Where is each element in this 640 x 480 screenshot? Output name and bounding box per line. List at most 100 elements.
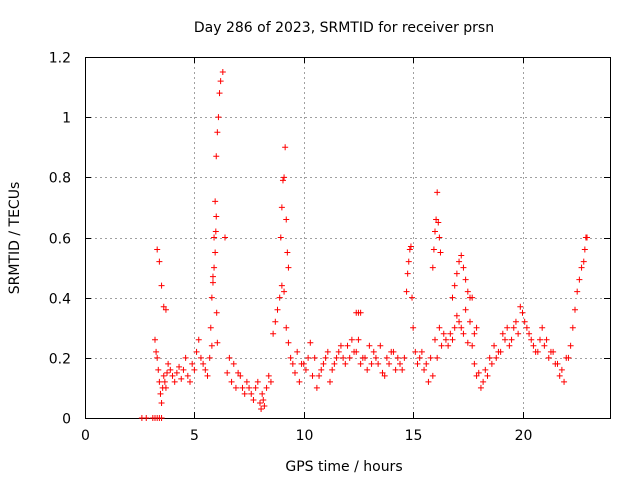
data-point xyxy=(502,336,508,343)
data-point xyxy=(499,330,506,337)
data-point xyxy=(276,294,283,301)
data-point xyxy=(543,336,550,343)
data-point xyxy=(370,348,377,355)
data-point xyxy=(158,282,165,289)
data-point xyxy=(423,360,430,367)
data-point xyxy=(263,384,270,391)
data-point xyxy=(493,354,500,361)
data-point xyxy=(154,246,161,253)
data-point xyxy=(167,366,174,373)
data-point xyxy=(257,399,263,406)
data-point xyxy=(438,342,445,349)
data-point xyxy=(184,372,191,379)
data-point xyxy=(176,363,183,370)
grid-lines xyxy=(85,57,610,418)
data-point xyxy=(403,288,410,295)
data-point xyxy=(537,336,543,343)
data-point xyxy=(576,276,583,283)
data-point xyxy=(469,342,476,349)
data-point xyxy=(344,342,351,349)
data-point xyxy=(377,342,384,349)
data-point xyxy=(482,366,489,373)
data-point xyxy=(414,360,421,367)
data-point xyxy=(237,372,244,379)
data-point xyxy=(235,369,242,376)
data-point xyxy=(432,336,438,343)
data-point xyxy=(311,354,318,361)
data-point xyxy=(567,342,574,349)
data-point xyxy=(412,348,419,355)
data-point xyxy=(558,366,565,373)
data-point xyxy=(156,258,163,265)
y-tick-label: 0.6 xyxy=(49,232,71,248)
data-point xyxy=(302,366,309,373)
data-point xyxy=(230,360,237,367)
data-point xyxy=(556,372,563,379)
chart-title: Day 286 of 2023, SRMTID for receiver prs… xyxy=(194,20,494,36)
data-point xyxy=(296,378,303,385)
data-point xyxy=(153,348,160,355)
data-point xyxy=(449,294,456,301)
data-point xyxy=(460,264,467,271)
data-point xyxy=(202,366,209,373)
data-point xyxy=(375,360,382,367)
data-point xyxy=(471,360,478,367)
data-point xyxy=(460,330,467,337)
data-point xyxy=(213,213,220,220)
data-point xyxy=(212,249,219,256)
data-point xyxy=(258,405,265,412)
data-point xyxy=(195,336,202,343)
data-point xyxy=(425,378,432,385)
data-point xyxy=(469,294,476,301)
data-point xyxy=(248,390,255,397)
tick-labels: 0 0.2 0.4 0.6 0.8 1 1.2 0 5 10 15 20 xyxy=(49,51,533,445)
data-point xyxy=(435,219,442,226)
data-point xyxy=(539,324,546,331)
data-point xyxy=(407,243,414,250)
data-point xyxy=(294,348,301,355)
data-point xyxy=(517,303,524,310)
data-point xyxy=(254,378,261,385)
data-point xyxy=(569,324,576,331)
data-point xyxy=(547,348,554,355)
data-point xyxy=(440,330,447,337)
data-point xyxy=(451,282,458,289)
data-point xyxy=(464,288,471,295)
data-point xyxy=(355,336,362,343)
data-point xyxy=(574,288,581,295)
data-point xyxy=(429,372,436,379)
data-point xyxy=(219,69,226,76)
data-point xyxy=(171,378,178,385)
data-point xyxy=(211,264,218,271)
data-point xyxy=(437,249,444,256)
data-point xyxy=(329,366,336,373)
data-point xyxy=(523,324,530,331)
data-point xyxy=(200,360,207,367)
data-point xyxy=(265,372,272,379)
data-points xyxy=(138,69,591,421)
data-point xyxy=(351,348,358,355)
data-point xyxy=(453,312,460,319)
data-point xyxy=(504,324,511,331)
x-tick-label: 10 xyxy=(296,428,314,444)
data-point xyxy=(453,270,460,277)
data-point xyxy=(143,415,150,421)
data-point xyxy=(241,390,248,397)
data-point xyxy=(281,288,288,295)
data-point xyxy=(213,153,220,160)
data-point xyxy=(164,369,171,376)
x-tick-label: 20 xyxy=(515,428,533,444)
data-point xyxy=(178,375,185,382)
data-point xyxy=(434,354,441,361)
data-point xyxy=(421,366,428,373)
data-point xyxy=(287,354,294,361)
data-point xyxy=(364,366,371,373)
data-point xyxy=(404,270,411,277)
data-point xyxy=(260,396,267,403)
data-point xyxy=(467,318,473,325)
data-point xyxy=(250,396,257,403)
data-point xyxy=(337,342,344,349)
data-point xyxy=(169,372,176,379)
data-point xyxy=(335,348,342,355)
